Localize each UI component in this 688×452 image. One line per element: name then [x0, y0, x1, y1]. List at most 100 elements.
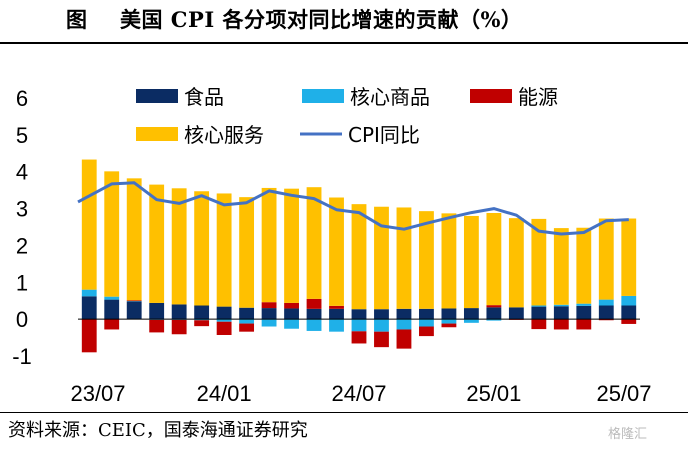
bar-segment-能源-25/03 [531, 319, 547, 330]
bar-segment-核心服务-25/07 [621, 218, 637, 296]
legend-swatch-能源 [470, 89, 512, 103]
y-tick-label: 5 [16, 123, 28, 148]
plot-area: -1 0 1 2 3 4 5 6 23/07 24/01 24/07 25/01 25/07 [12, 86, 651, 406]
bar-segment-核心服务-24/05 [306, 187, 322, 299]
bar-segment-核心服务-24/04 [284, 188, 299, 303]
x-tick-label: 23/07 [70, 381, 125, 406]
bar-segment-食品-23/11 [171, 304, 187, 320]
bar-segment-核心商品-24/09 [396, 319, 412, 330]
bar-segment-核心服务-24/08 [374, 206, 389, 310]
bar-segment-核心商品-24/10 [419, 319, 434, 327]
bar-segment-食品-24/01 [216, 306, 232, 320]
bar-segment-核心服务-24/11 [441, 213, 457, 309]
series-line-CPI同比 [77, 181, 629, 236]
bar-segment-能源-24/10 [419, 326, 434, 337]
x-tick-label: 24/01 [197, 381, 252, 406]
bar-segment-核心商品-24/11 [441, 319, 457, 324]
chart-title: 图 美国 CPI 各分项对同比增速的贡献（%） [0, 4, 688, 36]
bar-segment-核心商品-24/08 [374, 319, 389, 332]
bar-segment-核心服务-24/06 [329, 197, 344, 306]
y-tick-label: 3 [16, 197, 28, 222]
bottom-rule [0, 412, 688, 413]
bar-segment-食品-24/06 [329, 308, 344, 320]
bar-segment-食品-25/04 [553, 306, 569, 320]
bar-segment-能源-23/12 [194, 320, 210, 327]
bar-segment-核心服务-23/12 [194, 191, 210, 306]
y-tick-label: -1 [12, 344, 32, 369]
legend-label-能源: 能源 [518, 85, 558, 109]
legend-label-核心商品: 核心商品 [350, 85, 430, 109]
bar-segment-核心商品-24/04 [284, 319, 299, 329]
bar-segment-食品-25/07 [621, 305, 637, 320]
x-tick-label: 25/07 [596, 381, 651, 406]
bar-segment-核心商品-25/07 [621, 295, 637, 306]
bar-segment-能源-23/08 [104, 319, 120, 330]
bar-segment-食品-24/10 [419, 308, 434, 320]
bar-segment-核心服务-24/12 [463, 215, 479, 309]
bar-segment-核心服务-25/06 [598, 218, 614, 300]
watermark-text: 格隆汇 [608, 427, 648, 442]
legend-label-核心服务: 核心服务 [184, 123, 264, 147]
bar-segment-食品-25/06 [598, 305, 614, 320]
bar-segment-核心商品-24/02 [239, 319, 255, 324]
bar-segment-能源-25/06 [598, 319, 614, 321]
bar-segment-食品-23/07 [81, 296, 97, 320]
bar-segment-核心服务-25/03 [531, 218, 547, 306]
bar-segment-核心商品-25/01 [486, 319, 502, 321]
bar-segment-能源-24/08 [374, 331, 389, 348]
bar-segment-核心服务-24/09 [396, 207, 412, 309]
y-tick-label: 1 [16, 270, 28, 295]
bar-segment-核心服务-24/02 [239, 197, 255, 308]
bar-segment-能源-24/09 [396, 329, 412, 349]
bar-segment-能源-24/06 [329, 305, 344, 309]
bar-segment-核心商品-24/05 [306, 319, 322, 331]
bar-segment-核心服务-23/11 [171, 188, 187, 305]
bar-segment-核心商品-25/05 [576, 303, 592, 306]
bar-segment-核心服务-23/07 [81, 159, 97, 290]
bar-segment-核心服务-25/04 [553, 228, 569, 305]
bar-segment-食品-23/08 [104, 299, 120, 320]
bar-segment-能源-25/05 [576, 319, 592, 330]
bar-segment-核心商品-23/12 [194, 319, 210, 321]
bar-segment-能源-23/11 [171, 319, 187, 335]
bar-segment-能源-25/07 [621, 319, 637, 324]
bar-segment-食品-23/09 [126, 301, 142, 320]
bar-segment-能源-23/10 [149, 319, 165, 333]
source-note: 资料来源：CEIC，国泰海通证券研究 [8, 420, 308, 441]
bar-segment-核心服务-25/05 [576, 227, 592, 304]
bar-segment-核心服务-24/03 [261, 187, 277, 303]
bar-segment-核心商品-24/01 [216, 319, 232, 322]
bar-segment-核心商品-23/08 [104, 296, 120, 300]
bar-segment-核心商品-25/06 [598, 299, 614, 306]
bar-segment-核心商品-24/06 [329, 319, 344, 332]
stacked-bar-line-chart: -1 0 1 2 3 4 5 6 23/07 24/01 24/07 25/01 25/07 食品 核心商… [12, 85, 651, 406]
legend-swatch-核心服务 [136, 127, 178, 141]
legend-swatch-食品 [136, 89, 178, 103]
bar-segment-食品-24/11 [441, 308, 457, 320]
bar-segment-食品-24/04 [284, 308, 299, 320]
legend-label-CPI同比: CPI同比 [348, 123, 420, 147]
x-tick-label: 25/01 [466, 381, 521, 406]
bar-segment-核心商品-25/04 [553, 304, 569, 307]
legend-swatch-核心商品 [302, 89, 344, 103]
bar-segment-食品-24/03 [261, 308, 277, 320]
bar-segment-核心服务-24/10 [419, 211, 434, 309]
x-tick-label: 24/07 [331, 381, 386, 406]
bar-segment-核心服务-23/09 [126, 178, 142, 301]
bar-segment-食品-24/08 [374, 309, 389, 320]
bar-segment-能源-24/03 [261, 302, 277, 309]
bar-segment-核心服务-25/01 [486, 212, 502, 306]
bar-segment-核心服务-23/08 [104, 171, 120, 297]
bar-segment-核心商品-25/03 [531, 305, 547, 307]
bar-segment-食品-25/05 [576, 305, 592, 320]
bar-segment-能源-24/01 [216, 321, 232, 335]
bar-segment-食品-24/12 [463, 308, 479, 320]
bar-segment-食品-24/02 [239, 307, 255, 320]
bar-segment-食品-23/10 [149, 302, 165, 320]
bar-segment-核心商品-23/07 [81, 289, 97, 297]
bar-segment-食品-25/02 [508, 307, 524, 320]
bar-segment-能源-23/07 [81, 319, 97, 353]
bar-segment-核心商品-24/07 [351, 319, 367, 332]
legend-label-食品: 食品 [184, 85, 224, 109]
